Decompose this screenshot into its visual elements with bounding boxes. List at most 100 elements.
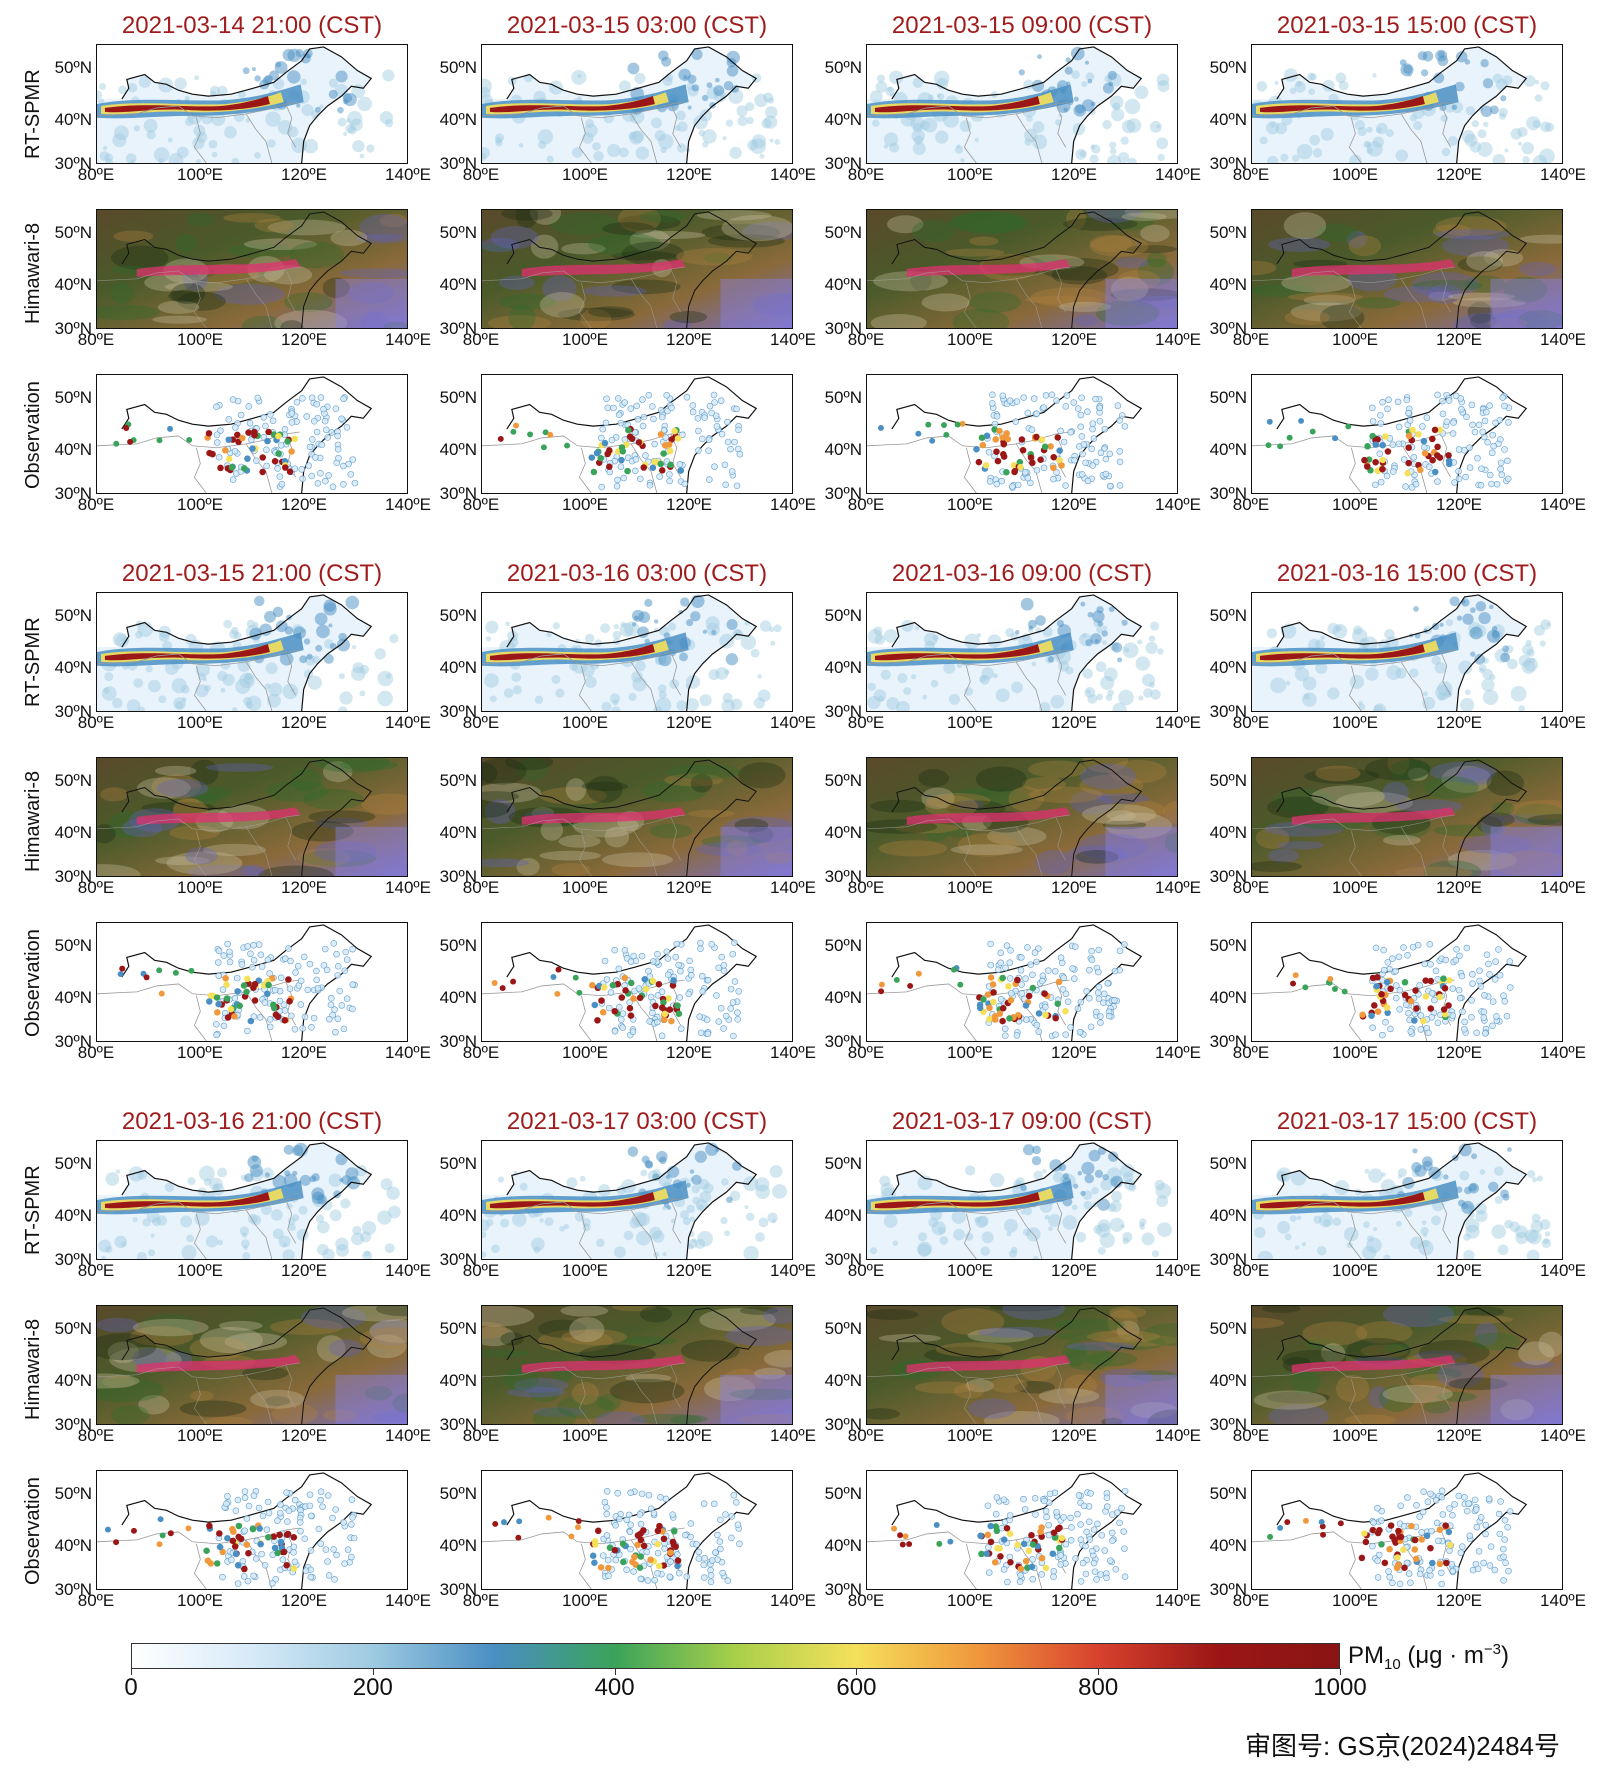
latitude-tick-label: 40ºN: [1209, 1371, 1247, 1390]
longitude-tick-label: 100ºE: [177, 1043, 223, 1062]
panel-time-title: 2021-03-16 21:00 (CST): [121, 1108, 383, 1135]
longitude-tick-label: 120ºE: [1051, 1591, 1097, 1610]
observation-map-panel: [1251, 922, 1563, 1042]
colorbar-tick-label: 600: [836, 1674, 877, 1701]
latitude-tick-label: 50ºN: [1209, 388, 1247, 407]
latitude-tick-label: 50ºN: [1209, 223, 1247, 242]
longitude-tick-label: 80ºE: [1232, 1261, 1270, 1280]
map-graphic: [482, 1142, 787, 1259]
longitude-tick-label: 80ºE: [1232, 1043, 1270, 1062]
longitude-tick-label: 120ºE: [281, 1591, 327, 1610]
longitude-tick-label: 100ºE: [1332, 878, 1378, 897]
latitude-tick-label: 50ºN: [1209, 1319, 1247, 1338]
longitude-tick-label: 120ºE: [666, 713, 712, 732]
row-label: RT-SPMR: [22, 617, 44, 707]
satellite-map-panel: [866, 209, 1178, 329]
longitude-tick-label: 80ºE: [462, 878, 500, 897]
longitude-tick-label: 120ºE: [1051, 1043, 1097, 1062]
latitude-tick-label: 40ºN: [824, 1206, 862, 1225]
observation-map-panel: [481, 922, 793, 1042]
longitude-tick-label: 80ºE: [847, 165, 885, 184]
observation-map-panel: [96, 374, 408, 494]
longitude-tick-label: 120ºE: [281, 1261, 327, 1280]
latitude-tick-label: 50ºN: [1209, 936, 1247, 955]
model-map-panel: [481, 44, 793, 164]
latitude-tick-label: 40ºN: [1209, 440, 1247, 459]
map-graphic: [1252, 376, 1528, 493]
longitude-tick-label: 120ºE: [666, 1043, 712, 1062]
longitude-tick-label: 120ºE: [281, 165, 327, 184]
longitude-tick-label: 80ºE: [847, 1261, 885, 1280]
latitude-tick-label: 50ºN: [54, 936, 92, 955]
model-map-panel: [96, 44, 408, 164]
longitude-tick-label: 100ºE: [562, 713, 608, 732]
longitude-tick-label: 80ºE: [77, 495, 115, 514]
observation-map-panel: [96, 922, 408, 1042]
latitude-tick-label: 30ºN: [824, 319, 862, 338]
latitude-tick-label: 30ºN: [439, 702, 477, 721]
row-label: RT-SPMR: [22, 69, 44, 159]
longitude-tick-label: 120ºE: [666, 1591, 712, 1610]
longitude-tick-label: 80ºE: [847, 1591, 885, 1610]
latitude-tick-label: 40ºN: [824, 275, 862, 294]
longitude-tick-label: 100ºE: [177, 878, 223, 897]
latitude-tick-label: 50ºN: [54, 58, 92, 77]
longitude-tick-label: 80ºE: [1232, 713, 1270, 732]
observation-map-panel: [866, 1470, 1178, 1590]
latitude-tick-label: 40ºN: [824, 1536, 862, 1555]
longitude-tick-label: 120ºE: [281, 1426, 327, 1445]
map-graphic: [867, 1142, 1172, 1259]
longitude-tick-label: 140ºE: [385, 330, 431, 349]
longitude-tick-label: 100ºE: [562, 1426, 608, 1445]
map-graphic: [97, 1472, 373, 1589]
latitude-tick-label: 40ºN: [54, 440, 92, 459]
map-graphic: [97, 594, 399, 711]
latitude-tick-label: 50ºN: [439, 223, 477, 242]
latitude-tick-label: 50ºN: [439, 1319, 477, 1338]
longitude-tick-label: 80ºE: [847, 878, 885, 897]
map-graphic: [1252, 1472, 1528, 1589]
longitude-tick-label: 80ºE: [462, 495, 500, 514]
longitude-tick-label: 140ºE: [1155, 1043, 1201, 1062]
panel-time-title: 2021-03-15 03:00 (CST): [506, 12, 768, 39]
longitude-tick-label: 100ºE: [177, 1261, 223, 1280]
latitude-tick-label: 40ºN: [824, 988, 862, 1007]
longitude-tick-label: 80ºE: [77, 330, 115, 349]
longitude-tick-label: 140ºE: [1540, 713, 1586, 732]
latitude-tick-label: 50ºN: [439, 606, 477, 625]
panel-time-title: 2021-03-17 15:00 (CST): [1276, 1108, 1538, 1135]
map-approval-number: 审图号: GS京(2024)2484号: [1245, 1731, 1561, 1761]
longitude-tick-label: 100ºE: [1332, 1043, 1378, 1062]
latitude-tick-label: 30ºN: [439, 1580, 477, 1599]
map-graphic: [1252, 1142, 1552, 1259]
longitude-tick-label: 140ºE: [1540, 330, 1586, 349]
panel-time-title: 2021-03-15 09:00 (CST): [891, 12, 1153, 39]
latitude-tick-label: 30ºN: [1209, 867, 1247, 886]
longitude-tick-label: 80ºE: [462, 1591, 500, 1610]
latitude-tick-label: 30ºN: [824, 154, 862, 173]
longitude-tick-label: 100ºE: [177, 1591, 223, 1610]
longitude-tick-label: 140ºE: [770, 1043, 816, 1062]
latitude-tick-label: 50ºN: [439, 1154, 477, 1173]
observation-map-panel: [1251, 1470, 1563, 1590]
latitude-tick-label: 50ºN: [1209, 606, 1247, 625]
longitude-tick-label: 120ºE: [1436, 165, 1482, 184]
latitude-tick-label: 40ºN: [1209, 1536, 1247, 1555]
longitude-tick-label: 80ºE: [462, 713, 500, 732]
panel-time-title: 2021-03-15 21:00 (CST): [121, 560, 383, 587]
longitude-tick-label: 140ºE: [1540, 1043, 1586, 1062]
map-graphic: [482, 1472, 758, 1589]
latitude-tick-label: 30ºN: [824, 1415, 862, 1434]
longitude-tick-label: 140ºE: [1540, 165, 1586, 184]
longitude-tick-label: 100ºE: [1332, 1426, 1378, 1445]
latitude-tick-label: 50ºN: [54, 388, 92, 407]
map-graphic: [482, 46, 781, 163]
latitude-tick-label: 40ºN: [824, 440, 862, 459]
latitude-tick-label: 40ºN: [1209, 275, 1247, 294]
colorbar-tick-label: 0: [124, 1674, 138, 1701]
longitude-tick-label: 120ºE: [281, 1043, 327, 1062]
map-graphic: [1252, 1306, 1562, 1424]
map-graphic: [867, 924, 1143, 1041]
longitude-tick-label: 120ºE: [666, 1426, 712, 1445]
row-label: Observation: [22, 381, 44, 489]
